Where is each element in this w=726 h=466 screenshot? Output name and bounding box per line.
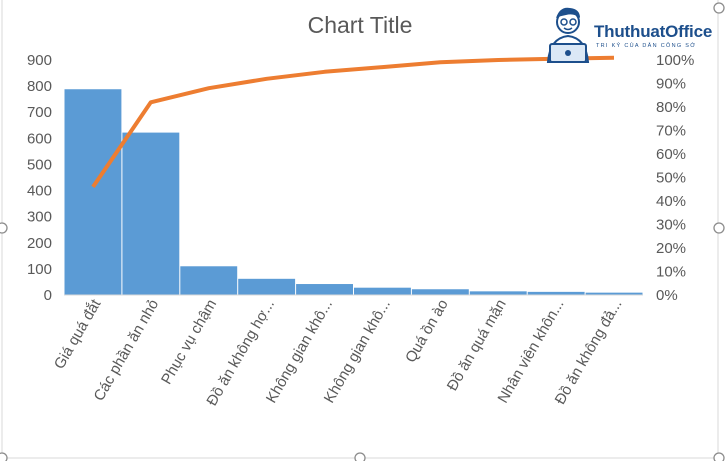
resize-handle-bottom-middle[interactable] xyxy=(354,452,366,464)
y2-tick-label: 60% xyxy=(656,146,686,163)
y-tick-label: 200 xyxy=(27,235,52,252)
bar[interactable] xyxy=(527,291,585,295)
bar-series[interactable] xyxy=(64,89,643,295)
y-tick-label: 700 xyxy=(27,104,52,121)
resize-handle-bottom-left[interactable] xyxy=(0,452,8,464)
resize-handle-right[interactable] xyxy=(713,222,725,234)
y-tick-label: 100 xyxy=(27,261,52,278)
y2-tick-label: 30% xyxy=(656,217,686,234)
y-tick-label: 900 xyxy=(27,52,52,69)
resize-handle-right-top[interactable] xyxy=(713,2,725,14)
bar[interactable] xyxy=(64,89,122,295)
y2-tick-label: 80% xyxy=(656,99,686,116)
y2-tick-label: 10% xyxy=(656,264,686,281)
cumulative-line[interactable] xyxy=(91,55,615,189)
y-tick-label: 400 xyxy=(27,183,52,200)
resize-handle-left[interactable] xyxy=(0,222,8,234)
watermark-logo: ThuthuatOffice TRI KỶ CỦA DÂN CÔNG SỞ xyxy=(540,4,726,66)
y2-tick-label: 0% xyxy=(656,287,678,304)
watermark-brand: ThuthuatOffice xyxy=(594,22,713,41)
bar[interactable] xyxy=(180,266,238,295)
bar[interactable] xyxy=(585,292,643,295)
y-tick-label: 0 xyxy=(44,287,52,304)
y2-tick-label: 40% xyxy=(656,193,686,210)
bar[interactable] xyxy=(354,287,411,295)
bar[interactable] xyxy=(411,289,469,295)
y-tick-label: 300 xyxy=(27,209,52,226)
cartoon-person-laptop-icon xyxy=(546,7,590,63)
y-tick-label: 600 xyxy=(27,130,52,147)
watermark-tagline: TRI KỶ CỦA DÂN CÔNG SỞ xyxy=(596,43,697,49)
y2-tick-label: 50% xyxy=(656,170,686,187)
y-axis-right: 0% 10% 20% 30% 40% 50% 60% 70% 80% 90% 100% xyxy=(656,52,694,304)
y2-tick-label: 100% xyxy=(656,52,694,69)
bar[interactable] xyxy=(469,291,527,295)
y-axis-left: 0 100 200 300 400 500 600 700 800 900 xyxy=(27,52,52,304)
bar[interactable] xyxy=(122,132,180,295)
resize-handle-bottom-right[interactable] xyxy=(713,452,725,464)
y2-tick-label: 90% xyxy=(656,76,686,93)
y2-tick-label: 20% xyxy=(656,240,686,257)
y2-tick-label: 70% xyxy=(656,123,686,140)
chart-title[interactable]: Chart Title xyxy=(308,12,413,38)
y-tick-label: 500 xyxy=(27,156,52,173)
bar[interactable] xyxy=(238,278,296,295)
y-tick-label: 800 xyxy=(27,78,52,95)
bar[interactable] xyxy=(296,284,353,295)
